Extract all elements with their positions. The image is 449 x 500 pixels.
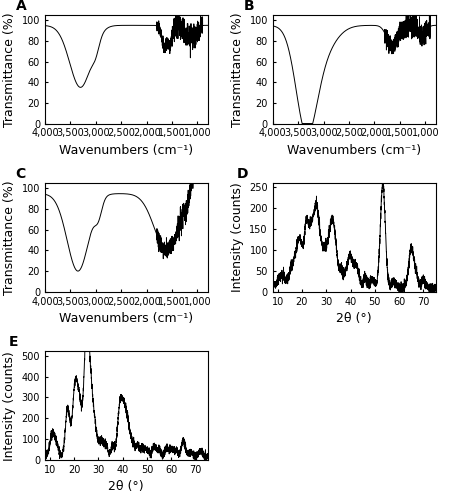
Y-axis label: Intensity (counts): Intensity (counts) — [231, 182, 244, 292]
Y-axis label: Transmittance (%): Transmittance (%) — [231, 12, 244, 126]
X-axis label: 2θ (°): 2θ (°) — [336, 312, 372, 325]
Text: C: C — [16, 167, 26, 181]
Y-axis label: Intensity (counts): Intensity (counts) — [3, 351, 16, 461]
Text: D: D — [237, 167, 248, 181]
X-axis label: Wavenumbers (cm⁻¹): Wavenumbers (cm⁻¹) — [59, 312, 194, 325]
X-axis label: Wavenumbers (cm⁻¹): Wavenumbers (cm⁻¹) — [287, 144, 421, 157]
X-axis label: 2θ (°): 2θ (°) — [109, 480, 144, 494]
Text: A: A — [16, 0, 26, 13]
Y-axis label: Transmittance (%): Transmittance (%) — [3, 180, 16, 295]
Text: B: B — [243, 0, 254, 13]
Text: E: E — [9, 336, 18, 349]
Y-axis label: Transmittance (%): Transmittance (%) — [3, 12, 16, 126]
X-axis label: Wavenumbers (cm⁻¹): Wavenumbers (cm⁻¹) — [59, 144, 194, 157]
